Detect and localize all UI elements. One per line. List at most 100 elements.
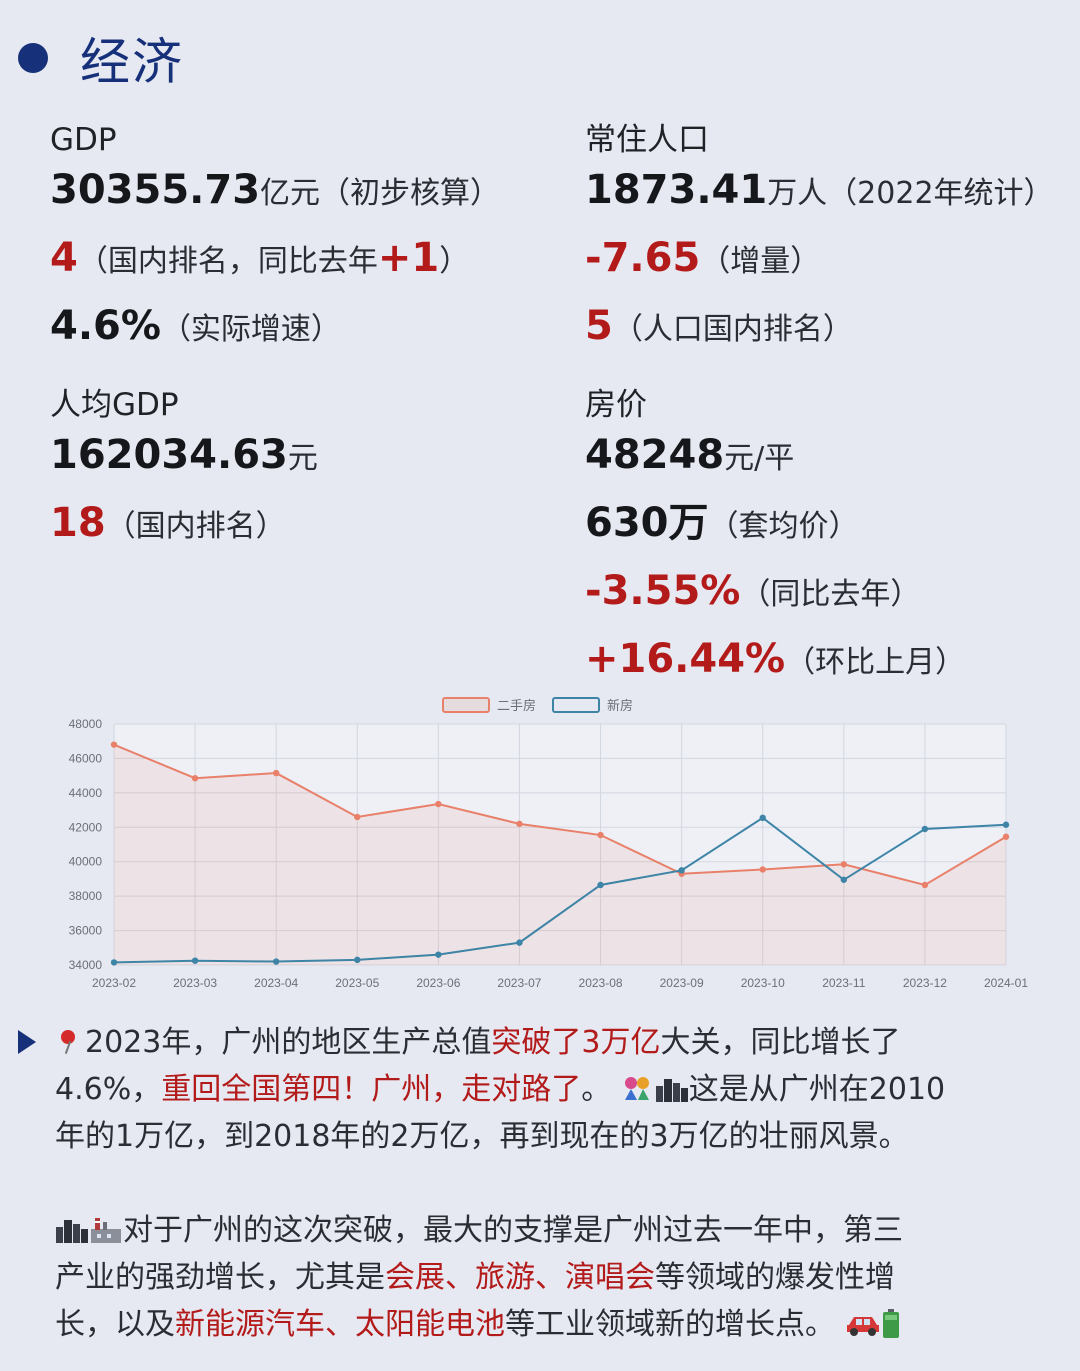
x-tick-label: 2023-10: [741, 976, 785, 990]
paragraph-1-text-b: 大关，同比增长了: [660, 1025, 901, 1060]
gdp-value-row: 30355.73亿元（初步核算）: [50, 160, 500, 228]
section-header: 经济: [18, 22, 184, 94]
y-tick-label: 36000: [69, 924, 103, 938]
house-price-value: 48248: [585, 432, 725, 478]
paragraph-1-text-a: 2023年，广州的地区生产总值: [85, 1025, 492, 1060]
population-value: 1873.41: [585, 167, 768, 213]
gdp-per-capita-value-row: 162034.63元: [50, 425, 318, 493]
house-price-avg-row: 630万（套均价）: [585, 493, 965, 561]
x-tick-label: 2024-01: [984, 976, 1028, 990]
bullet-dot-icon: [18, 43, 48, 73]
series-line: [113, 743, 1007, 887]
gdp-block: GDP 30355.73亿元（初步核算） 4（国内排名，同比去年+1） 4.6%…: [50, 120, 500, 364]
house-price-yoy: -3.55%: [585, 568, 741, 614]
legend-swatch: [552, 697, 600, 713]
gdp-per-capita-label: 人均GDP: [50, 387, 179, 423]
data-point: [110, 959, 118, 966]
gdp-rank-text: （国内排名，同比去年: [77, 244, 378, 279]
data-point: [110, 741, 118, 748]
legend-label: 二手房: [497, 698, 536, 714]
x-tick-label: 2023-07: [497, 976, 541, 990]
plot-area: [114, 724, 1006, 965]
population-rank-text: （人口国内排名）: [612, 312, 853, 347]
gdp-per-capita-unit: 元: [287, 441, 318, 476]
data-point: [840, 861, 848, 868]
data-point: [597, 881, 604, 889]
paragraph-1-text-d: 。: [581, 1072, 612, 1107]
play-triangle-icon: [18, 1030, 36, 1054]
x-tick-label: 2023-11: [822, 976, 865, 990]
data-point: [516, 820, 523, 828]
gdp-rank-row: 4（国内排名，同比去年+1）: [50, 228, 500, 296]
house-price-unit: 元/平: [724, 441, 795, 476]
y-tick-label: 44000: [69, 786, 103, 800]
house-price-value-row: 48248元/平: [585, 425, 965, 493]
gdp-unit: 亿元（初步核算）: [260, 176, 501, 211]
gdp-growth-text: （实际增速）: [160, 312, 341, 347]
paragraph-2-text-a: 对于广州的这次突破，最大的支撑是广州过去一年中，第三: [123, 1213, 903, 1248]
gdp-rank: 4: [50, 235, 78, 281]
factory-icon: [91, 1218, 121, 1243]
legend-swatch: [442, 697, 490, 713]
data-point: [191, 957, 199, 964]
paragraph-2-text-c: 等领域的爆发性增: [655, 1260, 895, 1295]
data-point: [272, 958, 280, 965]
data-point: [435, 951, 442, 958]
x-tick-label: 2023-12: [903, 976, 947, 990]
gdp-rank-close: ）: [439, 244, 470, 279]
data-point: [354, 956, 361, 964]
pushpin-icon: [55, 1029, 81, 1055]
gdp-label: GDP: [50, 122, 117, 158]
population-rank: 5: [585, 303, 613, 349]
section-title: 经济: [80, 33, 184, 91]
paragraph-1-text-e: 这是从广州在2010: [688, 1072, 946, 1107]
paragraph-1-text-f: 年的1万亿，到2018年的2万亿，再到现在的3万亿的壮丽风景。: [55, 1119, 909, 1154]
paragraph-1-text-c: 4.6%，: [55, 1072, 162, 1107]
legend-label: 新房: [607, 698, 633, 714]
series-line: [113, 816, 1007, 964]
y-tick-label: 48000: [69, 717, 103, 731]
x-tick-label: 2023-09: [660, 976, 704, 990]
x-tick-label: 2023-05: [335, 976, 379, 990]
house-price-mom-row: +16.44%（环比上月）: [585, 629, 965, 697]
paragraph-1-highlight-a: 突破了3万亿: [491, 1025, 661, 1060]
data-point: [921, 825, 929, 833]
data-point: [597, 831, 604, 839]
cityscape-icon: [655, 1079, 688, 1102]
population-change-text: （增量）: [700, 244, 821, 279]
data-point: [435, 800, 442, 808]
gdp-per-capita-rank: 18: [50, 500, 106, 546]
paragraph-2-text-e: 等工业领域新的增长点。: [505, 1307, 835, 1342]
gdp-rank-change: +1: [377, 235, 440, 281]
data-point: [191, 775, 199, 782]
population-rank-row: 5（人口国内排名）: [585, 296, 1054, 364]
x-tick-label: 2023-06: [416, 976, 460, 990]
house-price-mom: +16.44%: [585, 636, 786, 682]
population-label: 常住人口: [585, 122, 709, 158]
car-icon: [846, 1317, 879, 1336]
gdp-per-capita-rank-row: 18（国内排名）: [50, 493, 318, 561]
paragraph-2-text-b: 产业的强劲增长，尤其是: [55, 1260, 385, 1295]
data-point: [759, 866, 766, 873]
data-point: [921, 881, 929, 889]
house-price-line-chart: 34000 36000 38000 40000 42000 44000 46000 48000…: [69, 697, 1028, 990]
x-tick-label: 2023-04: [254, 976, 298, 990]
y-tick-label: 34000: [69, 958, 103, 972]
y-tick-label: 38000: [69, 889, 103, 903]
data-point: [516, 939, 523, 946]
paragraph-2-highlight-b: 新能源汽车、太阳能电池: [175, 1307, 505, 1342]
y-tick-label: 42000: [69, 820, 103, 834]
data-point: [272, 769, 280, 777]
series-area: [114, 744, 1006, 965]
x-tick-label: 2023-02: [92, 976, 136, 990]
data-point: [354, 813, 361, 821]
cityscape-icon: [56, 1220, 88, 1243]
data-point: [1002, 833, 1010, 840]
house-price-mom-text: （环比上月）: [785, 645, 966, 680]
paragraph-2: 对于广州的这次突破，最大的支撑是广州过去一年中，第三 产业的强劲增长，尤其是会展…: [55, 1207, 1045, 1348]
data-point: [1002, 821, 1010, 828]
y-tick-label: 40000: [69, 855, 103, 869]
y-tick-label: 46000: [69, 751, 103, 765]
x-tick-label: 2023-08: [579, 976, 623, 990]
party-icon: [624, 1077, 649, 1100]
